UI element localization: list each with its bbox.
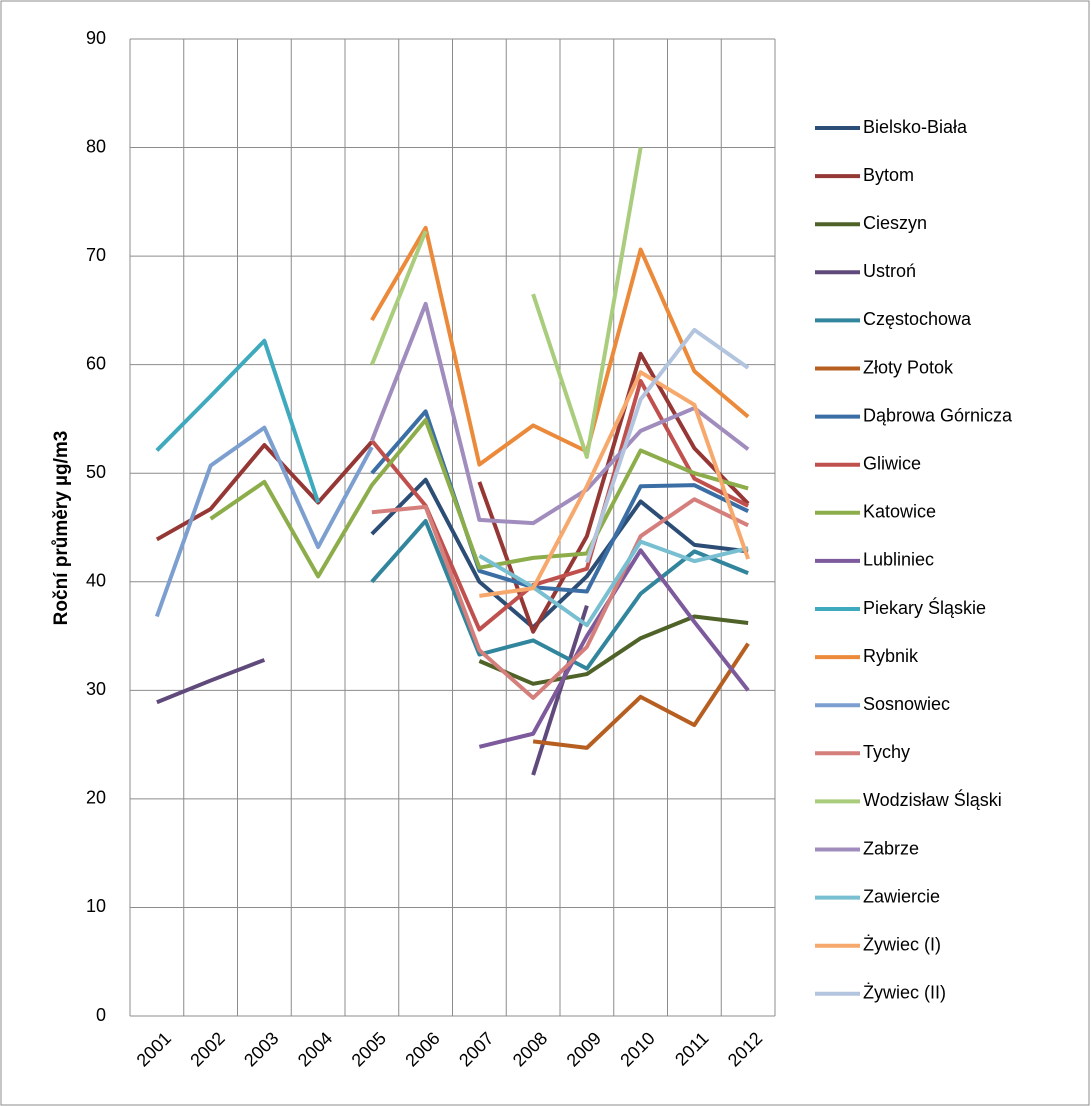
series-line <box>155 338 321 504</box>
series-line <box>370 301 750 526</box>
y-tick-label: 10 <box>86 896 106 916</box>
y-tick-label: 70 <box>86 245 106 265</box>
legend-label: Bytom <box>863 165 914 185</box>
series-line <box>479 370 751 598</box>
legend-label: Żywiec (II) <box>863 983 946 1003</box>
series-line <box>532 642 750 750</box>
series-line <box>370 409 749 594</box>
series-line <box>154 425 374 618</box>
legend-label: Gliwice <box>863 453 921 473</box>
series-line <box>370 147 643 459</box>
series-line <box>370 477 749 630</box>
y-tick-label: 90 <box>86 28 106 48</box>
series-line <box>371 497 749 700</box>
legend-label: Zawiercie <box>863 886 940 906</box>
legend-label: Tychy <box>863 742 910 762</box>
series-line <box>478 614 749 686</box>
series-line <box>478 539 749 628</box>
legend-label: Zabrze <box>863 838 919 858</box>
y-tick-label: 60 <box>86 353 106 373</box>
legend-label: Wodzisław Śląski <box>863 789 1002 810</box>
y-tick-label: 40 <box>86 571 106 591</box>
legend-label: Ustroń <box>863 261 916 281</box>
series-line <box>584 327 750 563</box>
legend-label: Dąbrowa Górnicza <box>863 405 1013 425</box>
y-tick-label: 30 <box>86 679 106 699</box>
legend-label: Cieszyn <box>863 213 927 233</box>
legend-label: Żywiec (I) <box>863 934 941 954</box>
legend-label: Katowice <box>863 502 936 522</box>
legend-label: Lubliniec <box>863 550 934 570</box>
legend-label: Sosnowiec <box>863 694 950 714</box>
legend-label: Rybnik <box>863 646 919 666</box>
series-line <box>156 605 589 776</box>
legend-label: Częstochowa <box>863 309 972 329</box>
legend-label: Piekary Śląskie <box>863 597 986 618</box>
legend-label: Bielsko-Biała <box>863 117 968 137</box>
series-line <box>209 418 749 579</box>
y-tick-label: 20 <box>86 788 106 808</box>
y-tick-label: 50 <box>86 462 106 482</box>
y-tick-label: 0 <box>96 1005 106 1025</box>
series-line <box>370 225 750 467</box>
y-tick-label: 80 <box>86 136 106 156</box>
legend-label: Złoty Potok <box>863 357 954 377</box>
y-axis-label: Roční průměry µg/m3 <box>51 431 72 626</box>
